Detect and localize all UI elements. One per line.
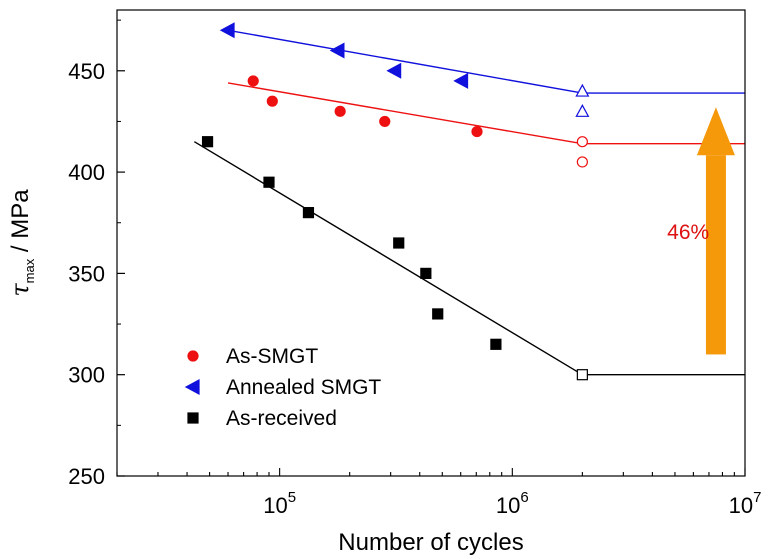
annealed-smgt-runout-point: [575, 104, 590, 117]
y-axis-title: τmax / MPa: [6, 189, 37, 297]
fit-lines: [193, 29, 745, 376]
x-tick-base: 10: [263, 493, 287, 518]
annealed-smgt-point: [329, 42, 345, 59]
arrow-head: [696, 107, 735, 156]
improvement-label: 46%: [667, 221, 709, 244]
y-tick-label: 450: [68, 59, 105, 84]
arrow-shaft: [705, 155, 726, 355]
data-markers: [201, 22, 590, 381]
as-smgt-fit-line: [227, 82, 583, 145]
x-tick-exponent: 6: [520, 489, 528, 506]
x-tick-labels: 105 106 107: [263, 489, 761, 518]
as-smgt-point: [266, 95, 278, 107]
as-received-point: [420, 267, 432, 279]
annealed-smgt-point: [453, 72, 469, 89]
y-tick-label: 250: [68, 464, 105, 489]
legend-label: As-received: [226, 407, 337, 430]
annotations: 46%: [667, 221, 709, 244]
as-smgt-runout-point: [576, 136, 588, 148]
x-tick-base: 10: [729, 493, 753, 518]
as-received-point: [393, 237, 405, 249]
as-received-point: [490, 338, 502, 350]
legend: As-SMGT Annealed SMGT As-received: [184, 345, 381, 430]
x-tick-label: 105: [263, 489, 296, 518]
y-tick-label: 350: [68, 261, 105, 286]
legend-marker: [187, 350, 199, 362]
as-received-fit-line: [193, 141, 583, 376]
x-tick-exponent: 7: [753, 489, 761, 506]
legend-label: Annealed SMGT: [226, 376, 381, 399]
as-smgt-runout-point: [576, 156, 588, 168]
annealed-smgt-point: [219, 22, 235, 39]
as-smgt-point: [334, 105, 346, 117]
as-smgt-point: [471, 125, 483, 138]
annealed-smgt-runout-point: [575, 83, 590, 97]
x-tick-exponent: 5: [288, 489, 296, 506]
y-tick-label: 400: [68, 160, 105, 185]
x-axis-title: Number of cycles: [338, 529, 523, 556]
as-received-point: [302, 207, 315, 219]
x-tick-base: 10: [496, 493, 520, 518]
legend-label: As-SMGT: [226, 345, 318, 368]
y-tick-labels: 250 300 350 400 450: [68, 59, 105, 489]
as-smgt-point: [379, 115, 391, 128]
legend-marker: [187, 412, 199, 424]
y-axis-subscript: max: [22, 258, 37, 283]
as-received-point: [201, 136, 214, 148]
y-tick-label: 300: [68, 363, 105, 388]
legend-marker: [184, 378, 200, 396]
axis-ticks: [116, 19, 746, 477]
x-tick-label: 107: [729, 489, 762, 518]
y-axis-unit: / MPa: [7, 189, 34, 259]
x-tick-label: 106: [496, 489, 529, 518]
plot-frame: [116, 9, 746, 477]
as-received-point: [263, 176, 275, 188]
arrow-layer: [696, 107, 735, 355]
y-axis-symbol: τ: [6, 283, 34, 297]
annealed-smgt-point: [386, 62, 402, 79]
as-received-point: [432, 308, 444, 320]
annealed-smgt-fit-line: [227, 29, 583, 94]
as-received-runout-point: [576, 369, 588, 381]
as-smgt-point: [247, 75, 259, 87]
